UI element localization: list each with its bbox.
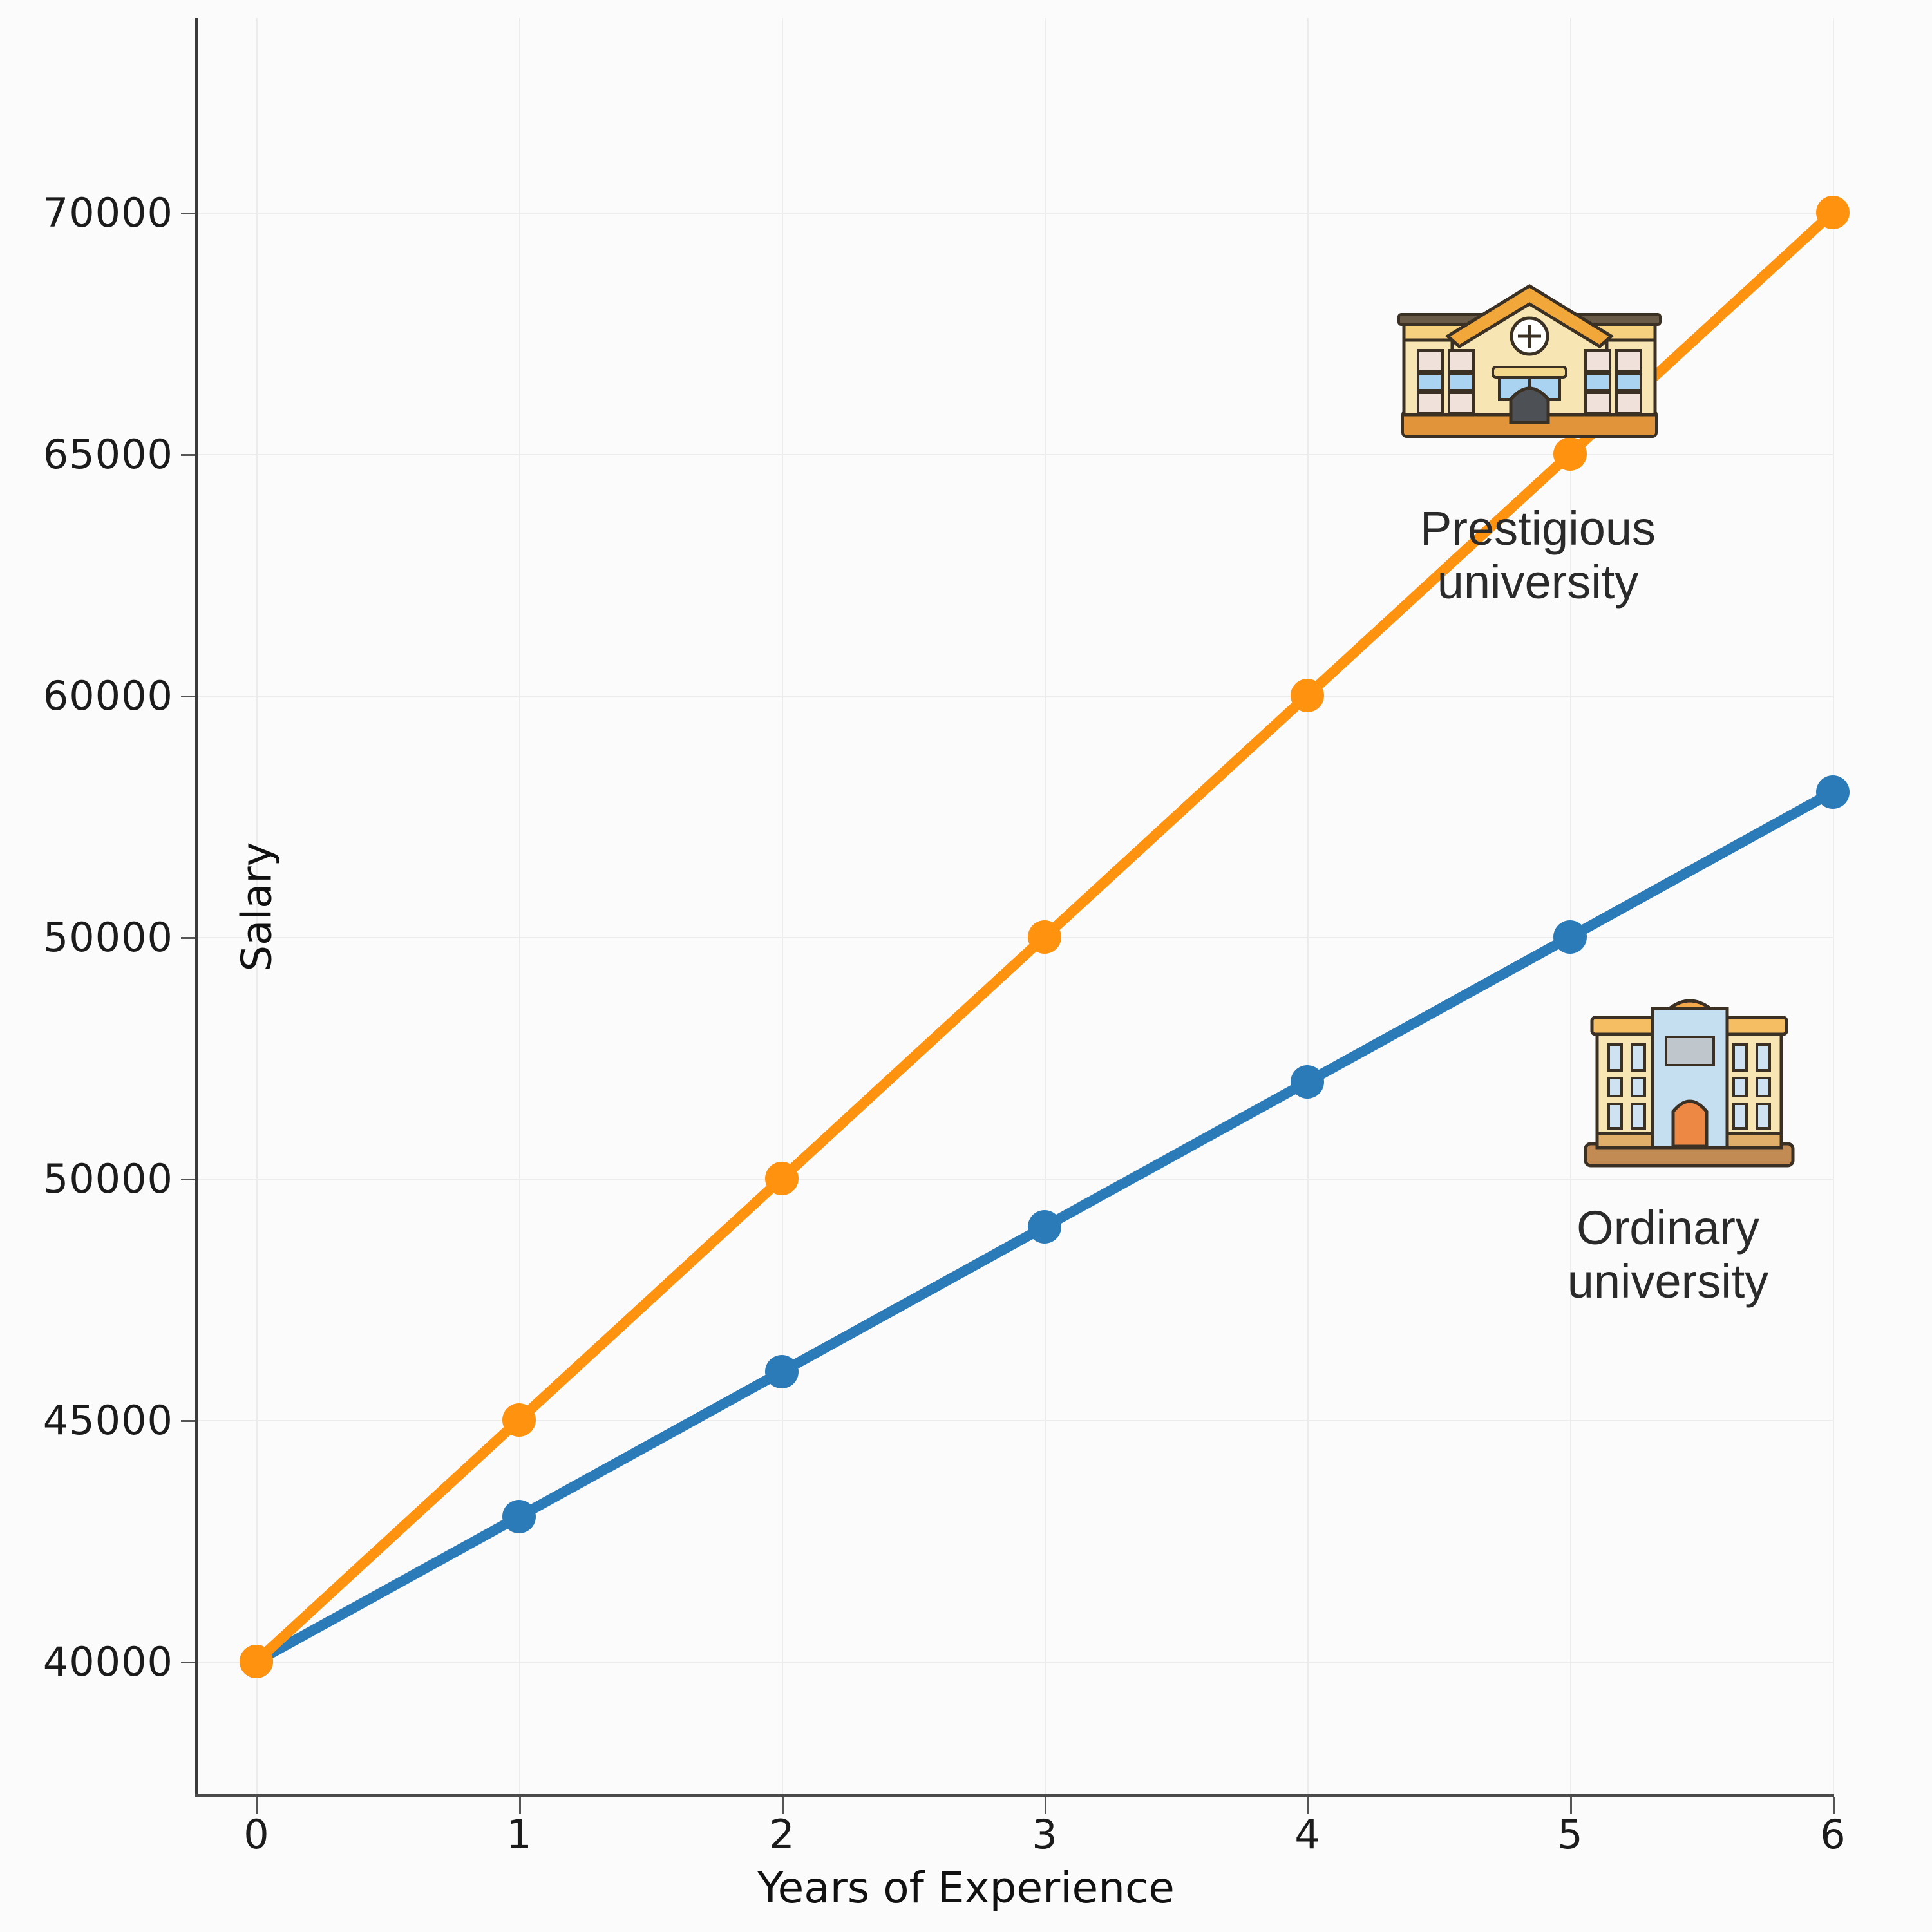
school-building-icon xyxy=(1397,284,1662,438)
y-axis-tick-label: 70000 xyxy=(43,189,173,236)
gridline-vertical xyxy=(1045,18,1046,1794)
y-axis-tick-label: 45000 xyxy=(43,1397,173,1444)
gridline-horizontal xyxy=(198,1420,1834,1421)
x-axis-tick xyxy=(782,1797,784,1814)
annotation-prestigious-university: Prestigious university xyxy=(1419,502,1656,609)
y-axis-tick xyxy=(181,696,195,697)
gridline-horizontal xyxy=(198,1662,1834,1663)
x-axis-tick-label: 0 xyxy=(243,1811,269,1858)
x-axis-tick xyxy=(1833,1797,1835,1814)
y-axis-tick-label: 65000 xyxy=(43,431,173,478)
x-axis-tick xyxy=(1570,1797,1572,1814)
y-axis-tick xyxy=(181,1420,195,1422)
x-axis-title: Years of Experience xyxy=(757,1863,1175,1913)
office-building-icon xyxy=(1584,999,1795,1168)
x-axis-tick-label: 5 xyxy=(1557,1811,1583,1858)
y-axis-tick-label: 40000 xyxy=(43,1638,173,1685)
gridline-vertical xyxy=(1307,18,1309,1794)
x-axis-tick-label: 6 xyxy=(1820,1811,1846,1858)
y-axis-tick-label: 50000 xyxy=(43,914,173,961)
y-axis-tick xyxy=(181,213,195,214)
y-axis-tick-label: 60000 xyxy=(43,672,173,719)
gridline-horizontal xyxy=(198,213,1834,214)
gridline-horizontal xyxy=(198,696,1834,697)
x-axis-tick-label: 3 xyxy=(1032,1811,1057,1858)
y-axis-spine xyxy=(195,18,198,1797)
x-axis-tick xyxy=(1045,1797,1046,1814)
y-axis-title: Salary xyxy=(233,842,281,972)
x-axis-tick xyxy=(519,1797,521,1814)
x-axis-tick-label: 4 xyxy=(1294,1811,1320,1858)
gridline-vertical xyxy=(519,18,520,1794)
x-axis-tick-label: 2 xyxy=(769,1811,795,1858)
gridline-vertical xyxy=(1833,18,1834,1794)
y-axis-tick xyxy=(181,1179,195,1180)
x-axis-tick xyxy=(1307,1797,1309,1814)
y-axis-tick xyxy=(181,454,195,456)
annotation-ordinary-university: Ordinary university xyxy=(1567,1201,1769,1308)
y-axis-tick-label: 50000 xyxy=(43,1155,173,1202)
x-axis-tick-label: 1 xyxy=(506,1811,532,1858)
gridline-vertical xyxy=(782,18,783,1794)
y-axis-tick xyxy=(181,1662,195,1663)
y-axis-tick xyxy=(181,937,195,939)
gridline-horizontal xyxy=(198,937,1834,938)
x-axis-spine xyxy=(195,1794,1834,1797)
x-axis-tick xyxy=(256,1797,258,1814)
